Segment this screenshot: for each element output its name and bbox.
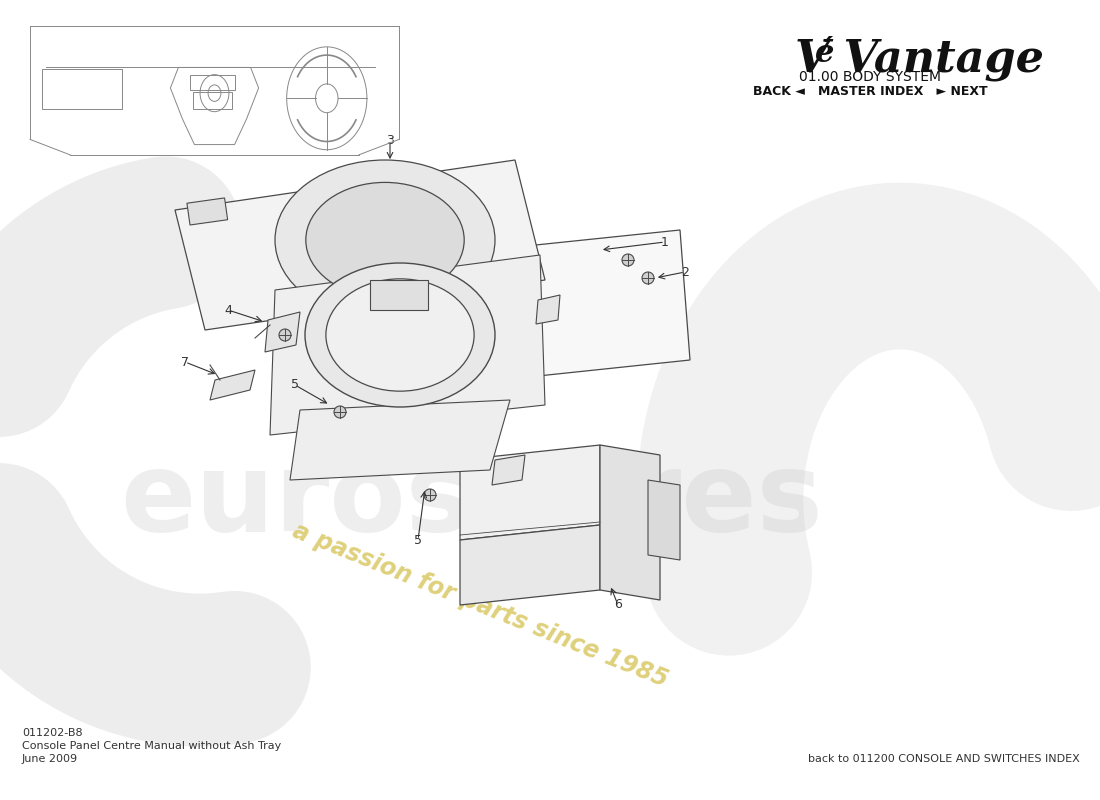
- Text: 01.00 BODY SYSTEM: 01.00 BODY SYSTEM: [799, 70, 940, 84]
- Text: 2: 2: [681, 266, 689, 278]
- Polygon shape: [648, 480, 680, 560]
- Polygon shape: [210, 370, 255, 400]
- Polygon shape: [175, 160, 544, 330]
- FancyBboxPatch shape: [370, 280, 428, 310]
- Circle shape: [334, 406, 346, 418]
- Ellipse shape: [275, 160, 495, 320]
- Bar: [190, 74, 234, 90]
- Polygon shape: [265, 312, 300, 352]
- Polygon shape: [492, 455, 525, 485]
- Polygon shape: [295, 230, 690, 400]
- Polygon shape: [460, 445, 600, 540]
- Text: Vantage: Vantage: [828, 38, 1044, 81]
- Text: 6: 6: [614, 598, 622, 611]
- Polygon shape: [600, 445, 660, 600]
- Text: 7: 7: [182, 355, 189, 369]
- Text: V: V: [795, 38, 829, 81]
- Text: 5: 5: [414, 534, 422, 546]
- Text: é: é: [815, 38, 835, 69]
- Ellipse shape: [306, 182, 464, 298]
- Text: back to 011200 CONSOLE AND SWITCHES INDEX: back to 011200 CONSOLE AND SWITCHES INDE…: [808, 754, 1080, 764]
- Circle shape: [642, 272, 654, 284]
- Text: 5: 5: [292, 378, 299, 391]
- Text: a passion for parts since 1985: a passion for parts since 1985: [289, 518, 671, 691]
- Bar: [42, 70, 122, 109]
- Polygon shape: [460, 525, 600, 605]
- Text: 1: 1: [661, 235, 669, 249]
- Ellipse shape: [326, 279, 474, 391]
- Polygon shape: [290, 400, 510, 480]
- Circle shape: [621, 254, 634, 266]
- Text: 011202-B8: 011202-B8: [22, 728, 82, 738]
- Text: 3: 3: [386, 134, 394, 146]
- Bar: [187, 198, 228, 225]
- Text: Console Panel Centre Manual without Ash Tray: Console Panel Centre Manual without Ash …: [22, 741, 282, 751]
- Text: 4: 4: [224, 303, 232, 317]
- Circle shape: [279, 329, 292, 341]
- Text: June 2009: June 2009: [22, 754, 78, 764]
- Text: BACK ◄   MASTER INDEX   ► NEXT: BACK ◄ MASTER INDEX ► NEXT: [752, 85, 988, 98]
- Text: eurospares: eurospares: [120, 446, 823, 554]
- Bar: [192, 92, 232, 109]
- Ellipse shape: [305, 263, 495, 407]
- Circle shape: [424, 489, 436, 501]
- Polygon shape: [270, 255, 544, 435]
- Polygon shape: [536, 295, 560, 324]
